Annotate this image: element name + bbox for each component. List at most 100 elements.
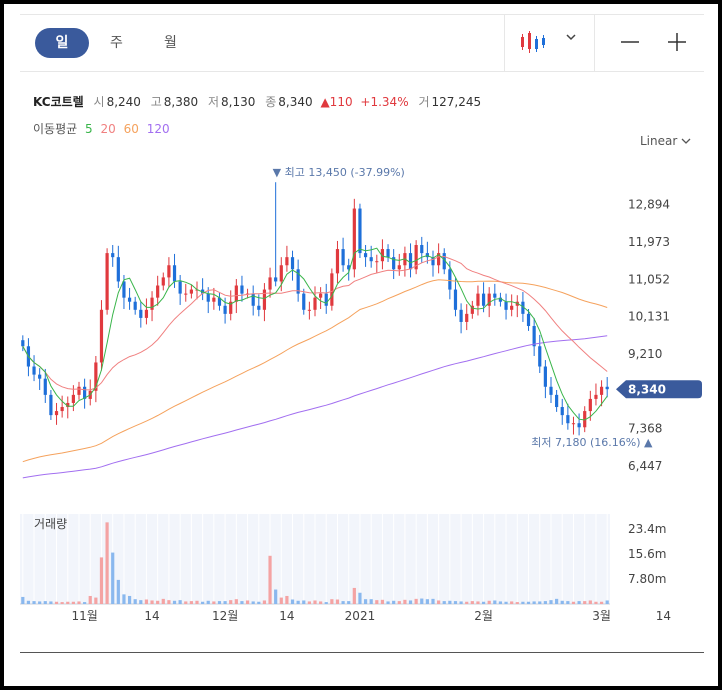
x-tick-label: 2월 <box>474 609 493 623</box>
candle-body <box>43 378 47 395</box>
candle-body <box>521 301 525 314</box>
candle-body <box>493 293 497 298</box>
close-label: 종 <box>265 95 277 109</box>
volume-value: 127,245 <box>431 95 482 109</box>
candle-body <box>588 398 592 412</box>
current-price-label: 8,340 <box>628 383 666 397</box>
volume-bar <box>212 601 216 604</box>
x-tick-label: 3월 <box>592 609 611 623</box>
volume-bar <box>234 599 238 604</box>
stock-name: KC코트렐 <box>33 95 84 109</box>
candle-body <box>139 309 143 318</box>
volume-bar <box>476 601 480 604</box>
volume-bar <box>358 592 362 604</box>
volume-bar <box>71 601 75 604</box>
candle-body <box>217 297 222 306</box>
price-chart[interactable]: 12,894 11,973 11,052 10,131 9,210 7,368 6,447 8… <box>4 4 718 686</box>
candle-body <box>555 394 559 408</box>
zoom-out-button[interactable] <box>618 25 642 59</box>
volume-bar <box>504 601 508 604</box>
price-tick-label: 11,052 <box>628 272 670 286</box>
candlestick-type-icon[interactable] <box>520 29 548 57</box>
volume-bar <box>594 601 598 604</box>
candle-body <box>549 386 553 395</box>
candle-body <box>307 309 311 311</box>
candle-body <box>498 297 503 302</box>
candle-body <box>54 411 59 416</box>
volume-bar <box>223 601 227 604</box>
low-value: 8,130 <box>221 95 256 109</box>
ma-5-line <box>22 247 608 421</box>
volume-bar <box>465 601 469 604</box>
current-price-tag <box>616 380 702 399</box>
volume-bar <box>481 601 486 604</box>
x-tick-label: 12월 <box>212 609 238 623</box>
volume-bar <box>26 600 31 604</box>
ma-5: 5 <box>85 122 93 136</box>
zoom-in-button[interactable] <box>665 25 689 59</box>
volume-bar <box>245 600 250 604</box>
volume-label: 거 <box>418 95 430 109</box>
volume-bar <box>122 594 126 604</box>
candle-body <box>285 257 289 266</box>
candle-body <box>420 245 424 254</box>
candle-body <box>172 265 177 282</box>
volume-bar <box>268 555 272 604</box>
candle-body <box>414 245 418 270</box>
ma-60-line <box>22 279 608 463</box>
volume-bar <box>560 600 564 604</box>
chevron-down-icon <box>681 138 691 144</box>
candle-body <box>116 257 120 282</box>
volume-bar <box>599 601 604 604</box>
x-tick-label: 14 <box>279 609 294 623</box>
volume-bar <box>431 598 435 604</box>
volume-bar <box>83 602 87 604</box>
price-tick-label: 10,131 <box>628 310 670 324</box>
x-tick-label: 11월 <box>71 609 97 623</box>
volume-bar <box>498 601 503 604</box>
volume-bar <box>251 601 255 604</box>
volume-bar <box>583 601 587 604</box>
x-tick-label: 14 <box>144 609 159 623</box>
candle-body <box>32 366 36 375</box>
candle-body <box>459 309 463 322</box>
candle-body <box>268 277 272 290</box>
ma-120: 120 <box>146 122 170 136</box>
candle-body <box>363 253 368 258</box>
candle-body <box>605 386 609 390</box>
ma-20: 20 <box>100 122 116 136</box>
volume-bar <box>94 597 98 604</box>
period-month-tab[interactable]: 월 <box>164 35 177 51</box>
candle-body <box>279 265 283 282</box>
scale-dropdown[interactable]: Linear <box>640 134 691 148</box>
volume-bar <box>515 602 519 604</box>
candle-body <box>369 257 373 262</box>
chevron-down-icon[interactable] <box>565 31 577 43</box>
candle-body <box>392 257 396 270</box>
volume-bar <box>195 600 199 604</box>
candle-body <box>296 269 300 294</box>
volume-bar <box>296 600 300 604</box>
volume-bar <box>150 600 154 604</box>
volume-bar <box>588 600 592 604</box>
ma-legend-label: 이동평균 <box>33 122 78 136</box>
candle-body <box>290 257 295 270</box>
candle-body <box>156 285 160 298</box>
candle-body <box>38 374 42 379</box>
volume-bar <box>375 600 379 604</box>
candle-body <box>313 297 317 310</box>
volume-bar <box>302 600 306 604</box>
candle-body <box>532 326 536 347</box>
volume-title: 거래량 <box>34 517 67 531</box>
volume-bar <box>161 598 165 604</box>
volume-bar <box>425 599 429 604</box>
period-week-tab[interactable]: 주 <box>110 35 123 51</box>
high-value: 8,380 <box>163 95 199 109</box>
period-day-tab[interactable]: 일 <box>35 28 89 58</box>
volume-bar <box>133 599 137 604</box>
candle-body <box>352 208 356 270</box>
volume-bar <box>60 602 64 604</box>
candle-body <box>60 407 64 412</box>
volume-bar <box>324 602 328 604</box>
candle-body <box>566 415 570 424</box>
